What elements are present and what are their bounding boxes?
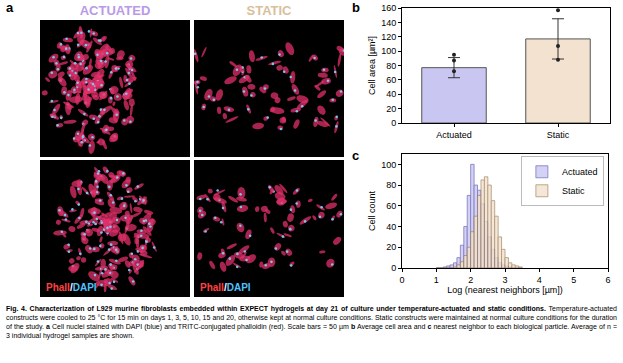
svg-text:20: 20 [386, 104, 396, 114]
svg-text:100: 100 [381, 46, 396, 56]
svg-text:60: 60 [386, 75, 396, 85]
svg-text:Actuated: Actuated [436, 130, 472, 140]
svg-text:160: 160 [381, 3, 396, 13]
svg-text:20: 20 [386, 242, 396, 252]
svg-text:40: 40 [386, 89, 396, 99]
svg-text:a: a [6, 0, 14, 15]
svg-text:Static: Static [547, 130, 570, 140]
svg-text:80: 80 [386, 61, 396, 71]
svg-text:Phall/DAPI: Phall/DAPI [46, 282, 97, 293]
svg-text:4: 4 [537, 275, 542, 285]
svg-text:STATIC: STATIC [246, 3, 292, 18]
svg-text:0: 0 [391, 118, 396, 128]
svg-text:Cell area [µm²]: Cell area [µm²] [367, 36, 377, 95]
svg-text:100: 100 [381, 160, 396, 170]
svg-text:3: 3 [502, 275, 507, 285]
svg-text:ACTUATED: ACTUATED [80, 3, 151, 18]
svg-text:Static: Static [562, 186, 585, 196]
svg-text:Phall/DAPI: Phall/DAPI [200, 282, 251, 293]
svg-text:6: 6 [605, 275, 610, 285]
svg-text:140: 140 [381, 18, 396, 28]
svg-text:0: 0 [391, 263, 396, 273]
svg-text:5: 5 [571, 275, 576, 285]
svg-text:1: 1 [434, 275, 439, 285]
svg-text:120: 120 [381, 32, 396, 42]
html-text:c: c [352, 148, 360, 163]
html-text:b: b [352, 0, 360, 15]
svg-text:Actuated: Actuated [562, 167, 598, 177]
svg-text:80: 80 [386, 180, 396, 190]
svg-text:2: 2 [468, 275, 473, 285]
svg-text:60: 60 [386, 201, 396, 211]
svg-text:Log (nearest neighbors [µm]): Log (nearest neighbors [µm]) [447, 285, 563, 295]
html-text:Fig. 4. Characterization of L9: Fig. 4. Characterization of L929 murine … [6, 305, 617, 339]
svg-text:0: 0 [399, 275, 404, 285]
svg-text:Cell count: Cell count [367, 190, 377, 231]
svg-text:40: 40 [386, 222, 396, 232]
